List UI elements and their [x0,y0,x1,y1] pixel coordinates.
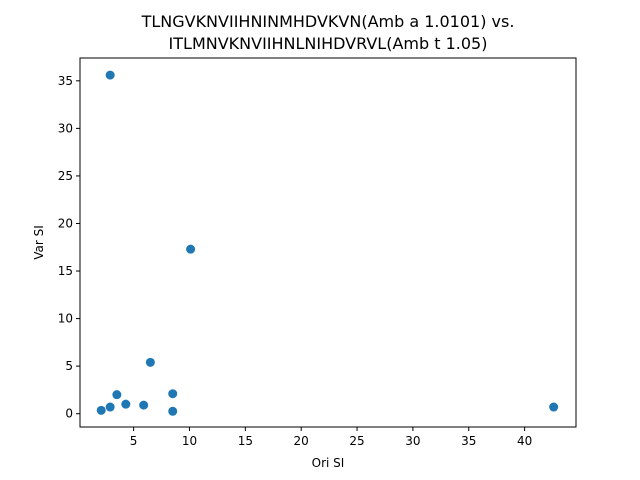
data-point [186,244,196,254]
y-tick-label: 10 [58,312,73,326]
y-tick-label: 25 [58,169,73,183]
y-tick-label: 0 [65,407,73,421]
data-point [121,399,131,409]
chart-title-line-1: TLNGVKNVIIHNINMHDVKVN(Amb a 1.0101) vs. [141,12,515,31]
x-axis-label: Ori SI [312,456,345,470]
data-point [549,402,559,412]
data-point [105,402,115,412]
y-tick-label: 15 [58,264,73,278]
data-point [96,405,106,415]
x-tick-label: 20 [294,434,309,448]
y-tick-label: 35 [58,74,73,88]
data-point [168,406,178,416]
x-axis: 5 10 15 20 25 30 35 40 [130,427,532,448]
x-tick-label: 25 [349,434,364,448]
x-tick-label: 10 [182,434,197,448]
chart-title-line-2: ITLMNVKNVIIHNLNIHDVRVL(Amb t 1.05) [169,34,488,53]
y-tick-label: 5 [65,359,73,373]
data-point [139,400,149,410]
data-point [145,357,155,367]
y-axis: 0 5 10 15 20 25 30 35 [58,74,80,421]
x-tick-label: 15 [238,434,253,448]
data-points [96,70,559,416]
x-tick-label: 35 [461,434,476,448]
y-tick-label: 20 [58,216,73,230]
y-tick-label: 30 [58,121,73,135]
x-tick-label: 40 [517,434,532,448]
x-tick-label: 30 [405,434,420,448]
x-tick-label: 5 [130,434,138,448]
data-point [105,70,115,80]
plot-area-frame [79,57,577,428]
data-point [168,389,178,399]
y-axis-label: Var SI [32,225,46,260]
data-point [112,390,122,400]
